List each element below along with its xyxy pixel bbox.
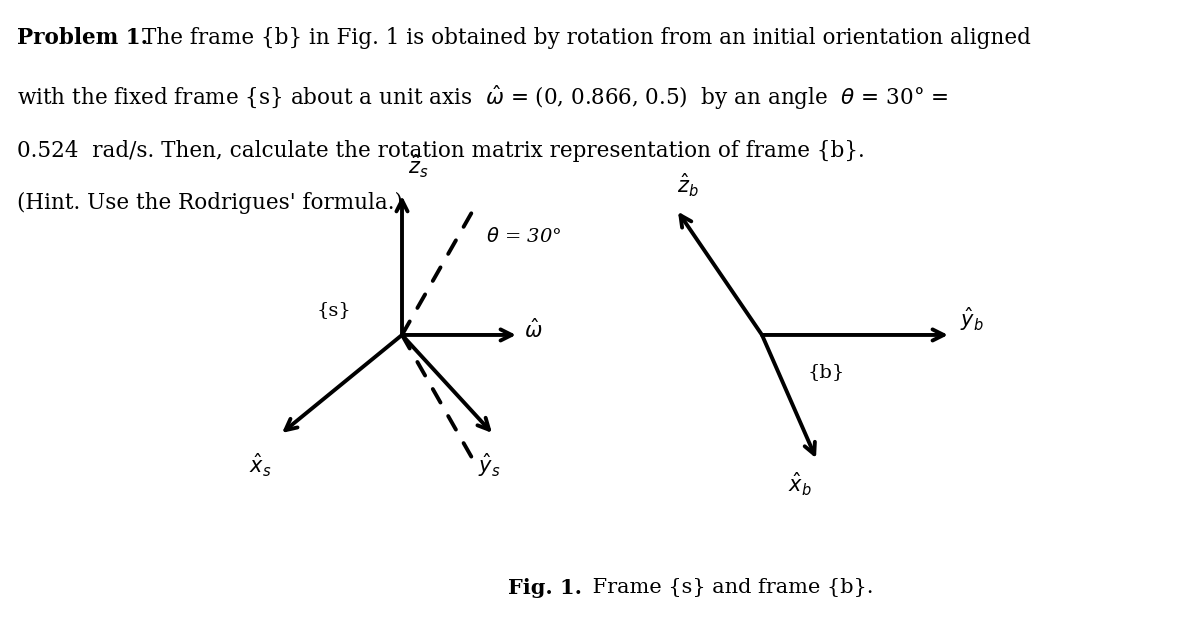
Text: $\hat{y}_b$: $\hat{y}_b$ [960,305,984,333]
Text: $\hat{z}_s$: $\hat{z}_s$ [408,153,428,180]
Text: 0.524  rad/s. Then, calculate the rotation matrix representation of frame {b}.: 0.524 rad/s. Then, calculate the rotatio… [17,140,864,162]
Text: (Hint. Use the Rodrigues' formula.): (Hint. Use the Rodrigues' formula.) [17,191,403,214]
Text: Frame {s} and frame {b}.: Frame {s} and frame {b}. [586,578,874,597]
Text: {s}: {s} [317,301,352,319]
Text: with the fixed frame {s} about a unit axis  $\hat{\omega}$ = (0, 0.866, 0.5)  by: with the fixed frame {s} about a unit ax… [17,83,948,112]
Text: Problem 1.: Problem 1. [17,27,148,49]
Text: $\theta$ = 30°: $\theta$ = 30° [486,228,562,246]
Text: $\hat{x}_b$: $\hat{x}_b$ [788,471,812,498]
Text: The frame {b} in Fig. 1 is obtained by rotation from an initial orientation alig: The frame {b} in Fig. 1 is obtained by r… [142,27,1031,49]
Text: $\hat{z}_b$: $\hat{z}_b$ [677,172,698,199]
Text: $\hat{y}_s$: $\hat{y}_s$ [479,452,500,480]
Text: $\hat{\omega}$: $\hat{\omega}$ [524,319,542,343]
Text: $\hat{x}_s$: $\hat{x}_s$ [250,452,271,479]
Text: Fig. 1.: Fig. 1. [508,578,582,599]
Text: {b}: {b} [808,363,845,381]
